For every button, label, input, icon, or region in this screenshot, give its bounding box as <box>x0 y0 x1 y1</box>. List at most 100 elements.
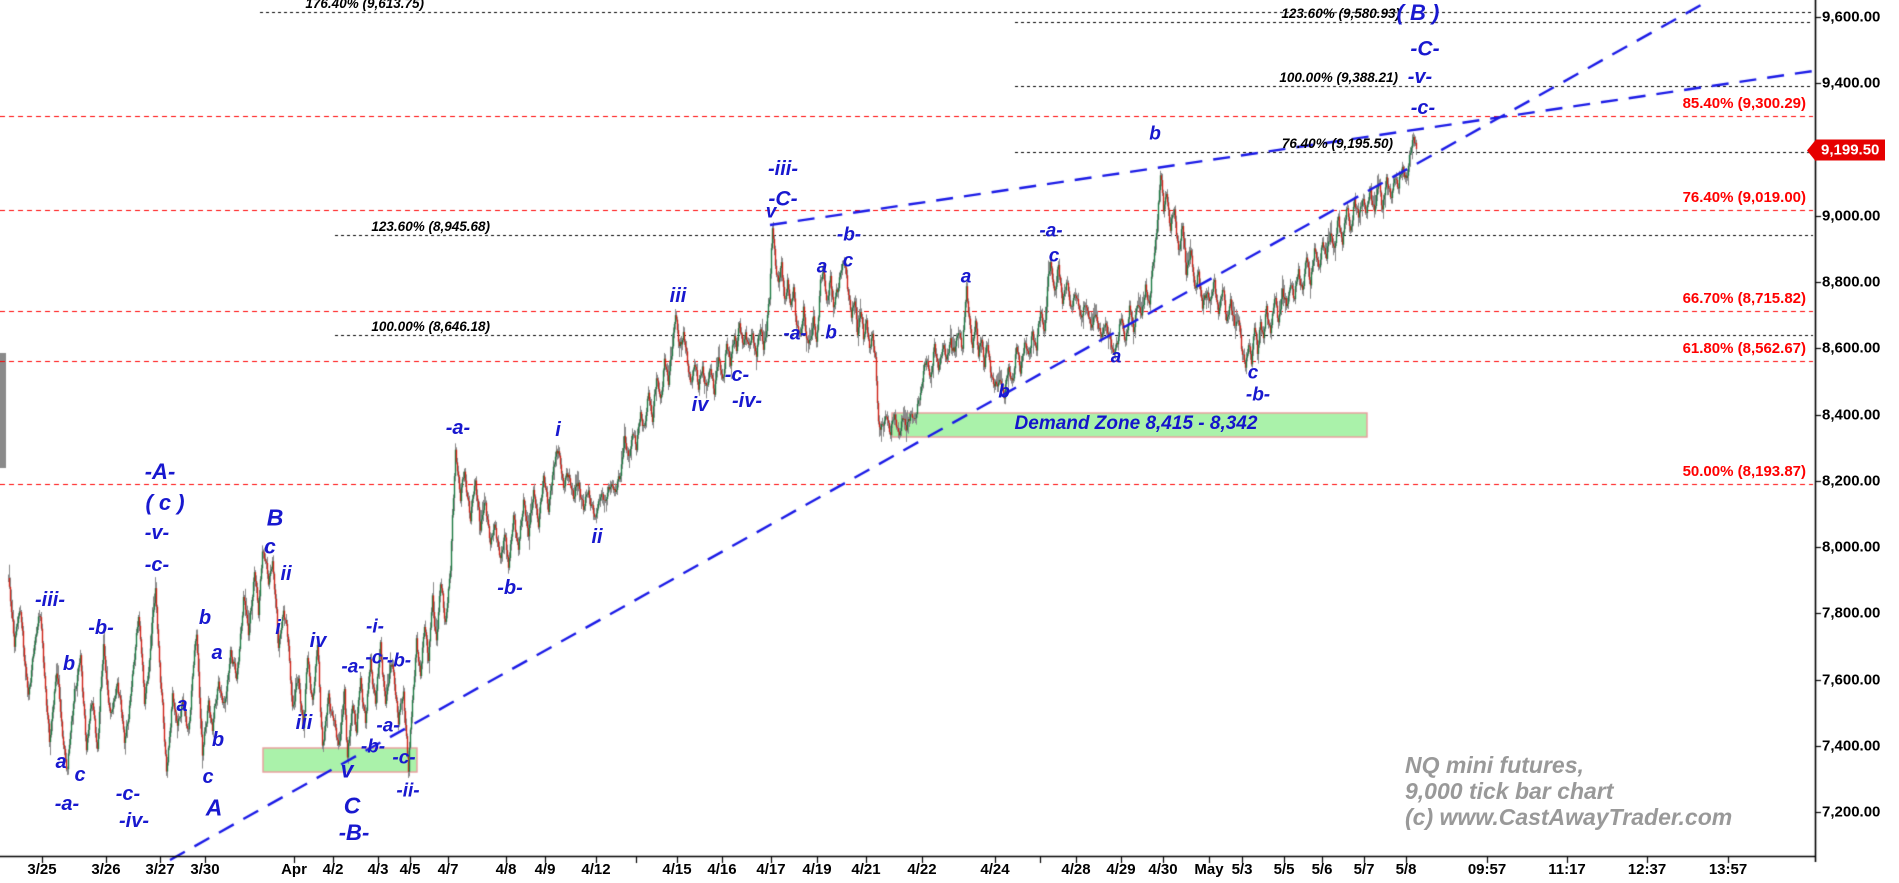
fib-retracement-label: 50.00% (8,193.87) <box>1682 463 1806 480</box>
date-tick-label: May <box>1194 861 1224 878</box>
wave-label: c <box>74 764 86 786</box>
wave-label: A <box>205 794 223 821</box>
wave-label: iv <box>691 394 709 416</box>
wave-label: -c- <box>115 783 141 805</box>
wave-label: -A- <box>144 459 176 484</box>
wave-label: ii <box>591 526 603 548</box>
date-tick-label: 4/24 <box>980 861 1010 878</box>
wave-label: -c- <box>724 364 750 386</box>
wave-label: ii <box>280 563 292 585</box>
date-tick-label: 5/6 <box>1311 861 1333 878</box>
fib-retracement-label: 66.70% (8,715.82) <box>1682 290 1806 307</box>
date-tick-label: 3/27 <box>145 861 175 878</box>
price-axis-strip[interactable] <box>1816 0 1899 856</box>
date-tick-label: 3/26 <box>91 861 121 878</box>
wave-label: a <box>211 642 223 664</box>
date-tick-label: 4/15 <box>662 861 692 878</box>
wave-label: iv <box>309 630 327 652</box>
wave-label: iii <box>669 285 687 307</box>
wave-label: c <box>202 766 214 788</box>
date-tick-label: 4/5 <box>399 861 421 878</box>
wave-label: -c- <box>1410 97 1436 119</box>
wave-label: -c- <box>392 747 416 769</box>
wave-label: -iv- <box>119 810 149 832</box>
wave-label: ( B ) <box>1396 0 1440 25</box>
wave-label: b <box>1149 123 1161 145</box>
wave-label: -C- <box>1410 37 1440 61</box>
fib-level-label: 176.40% (9,613.75) <box>305 0 424 11</box>
date-tick-label: 11:17 <box>1548 861 1586 878</box>
wave-label: -c- <box>144 554 170 576</box>
wave-label: v <box>340 756 354 783</box>
fib-retracement-label: 61.80% (8,562.67) <box>1682 340 1806 357</box>
price-tick-label: 8,600.00 <box>1822 339 1881 357</box>
date-tick-label: 4/7 <box>437 861 459 878</box>
price-tick-label: 9,600.00 <box>1822 8 1881 26</box>
demand-zone-label: Demand Zone 8,415 - 8,342 <box>1014 413 1258 434</box>
price-tick-label: 9,400.00 <box>1822 74 1881 92</box>
date-tick-label: 3/30 <box>190 861 220 878</box>
watermark: NQ mini futures, 9,000 tick bar chart (c… <box>1405 752 1733 830</box>
time-axis-strip[interactable] <box>0 857 1815 883</box>
wave-label: b <box>998 381 1010 403</box>
date-tick-label: 4/22 <box>907 861 937 878</box>
wave-label: -b- <box>497 577 523 599</box>
wave-label: -iii- <box>768 158 798 180</box>
wave-label: -b- <box>836 224 862 246</box>
date-tick-label: 4/19 <box>802 861 832 878</box>
wave-label: C <box>343 792 361 819</box>
date-tick-label: 4/12 <box>581 861 611 878</box>
fib-level-label: 76.40% (9,195.50) <box>1281 136 1393 151</box>
date-tick-label: 4/9 <box>534 861 556 878</box>
wave-label: iii <box>295 712 313 734</box>
date-tick-label: 5/3 <box>1231 861 1253 878</box>
date-tick-label: 5/7 <box>1353 861 1375 878</box>
wave-label: c <box>1048 245 1060 267</box>
wave-label: a <box>1110 346 1122 368</box>
wave-label: -i- <box>366 616 384 638</box>
wave-label: -a- <box>376 715 400 737</box>
current-price-badge: 9,199.50 <box>1816 139 1886 161</box>
price-tick-label: 7,800.00 <box>1822 604 1881 622</box>
wave-label: i <box>275 617 281 639</box>
wave-label: a <box>176 694 188 716</box>
wave-label: -C- <box>768 187 798 211</box>
date-tick-label: 5/8 <box>1395 861 1417 878</box>
date-tick-label: 4/29 <box>1106 861 1136 878</box>
wave-label: b <box>198 607 212 629</box>
date-tick-label: 13:57 <box>1708 861 1748 878</box>
fib-level-label: 123.60% (9,580.93) <box>1281 6 1400 21</box>
wave-label: -a- <box>341 656 365 678</box>
date-tick-label: 3/25 <box>27 861 57 878</box>
date-tick-label: 5/5 <box>1273 861 1295 878</box>
fib-level-label: 123.60% (8,945.68) <box>371 219 490 234</box>
wave-label: -a- <box>445 417 471 439</box>
wave-label: -a- <box>54 793 80 815</box>
date-tick-label: 4/21 <box>851 861 881 878</box>
wave-label: i <box>555 419 561 441</box>
date-tick-label: 4/8 <box>495 861 517 878</box>
wave-label: -iii- <box>35 589 65 611</box>
wave-label: -v- <box>1407 66 1433 88</box>
price-tick-label: 7,600.00 <box>1822 671 1881 689</box>
price-tick-label: 8,200.00 <box>1822 472 1881 490</box>
date-tick-label: 12:37 <box>1627 861 1667 878</box>
price-tick-label: 7,400.00 <box>1822 737 1881 755</box>
wave-label: a <box>816 256 828 278</box>
date-tick-label: Apr <box>281 861 307 878</box>
wave-label: v <box>765 201 777 223</box>
wave-label: -b- <box>360 736 386 758</box>
wave-label: ( c ) <box>145 490 185 515</box>
fib-retracement-label: 76.40% (9,019.00) <box>1682 189 1806 206</box>
date-tick-label: 4/3 <box>367 861 389 878</box>
date-tick-label: 4/17 <box>756 861 786 878</box>
wave-label: -ii- <box>396 780 420 802</box>
wave-label: -b- <box>1245 384 1271 406</box>
date-tick-label: 4/16 <box>707 861 737 878</box>
fib-retracement-label: 85.40% (9,300.29) <box>1682 95 1806 112</box>
wave-label: -c- <box>365 647 389 669</box>
wave-label: -a- <box>1039 220 1063 242</box>
fib-level-label: 100.00% (8,646.18) <box>371 319 490 334</box>
